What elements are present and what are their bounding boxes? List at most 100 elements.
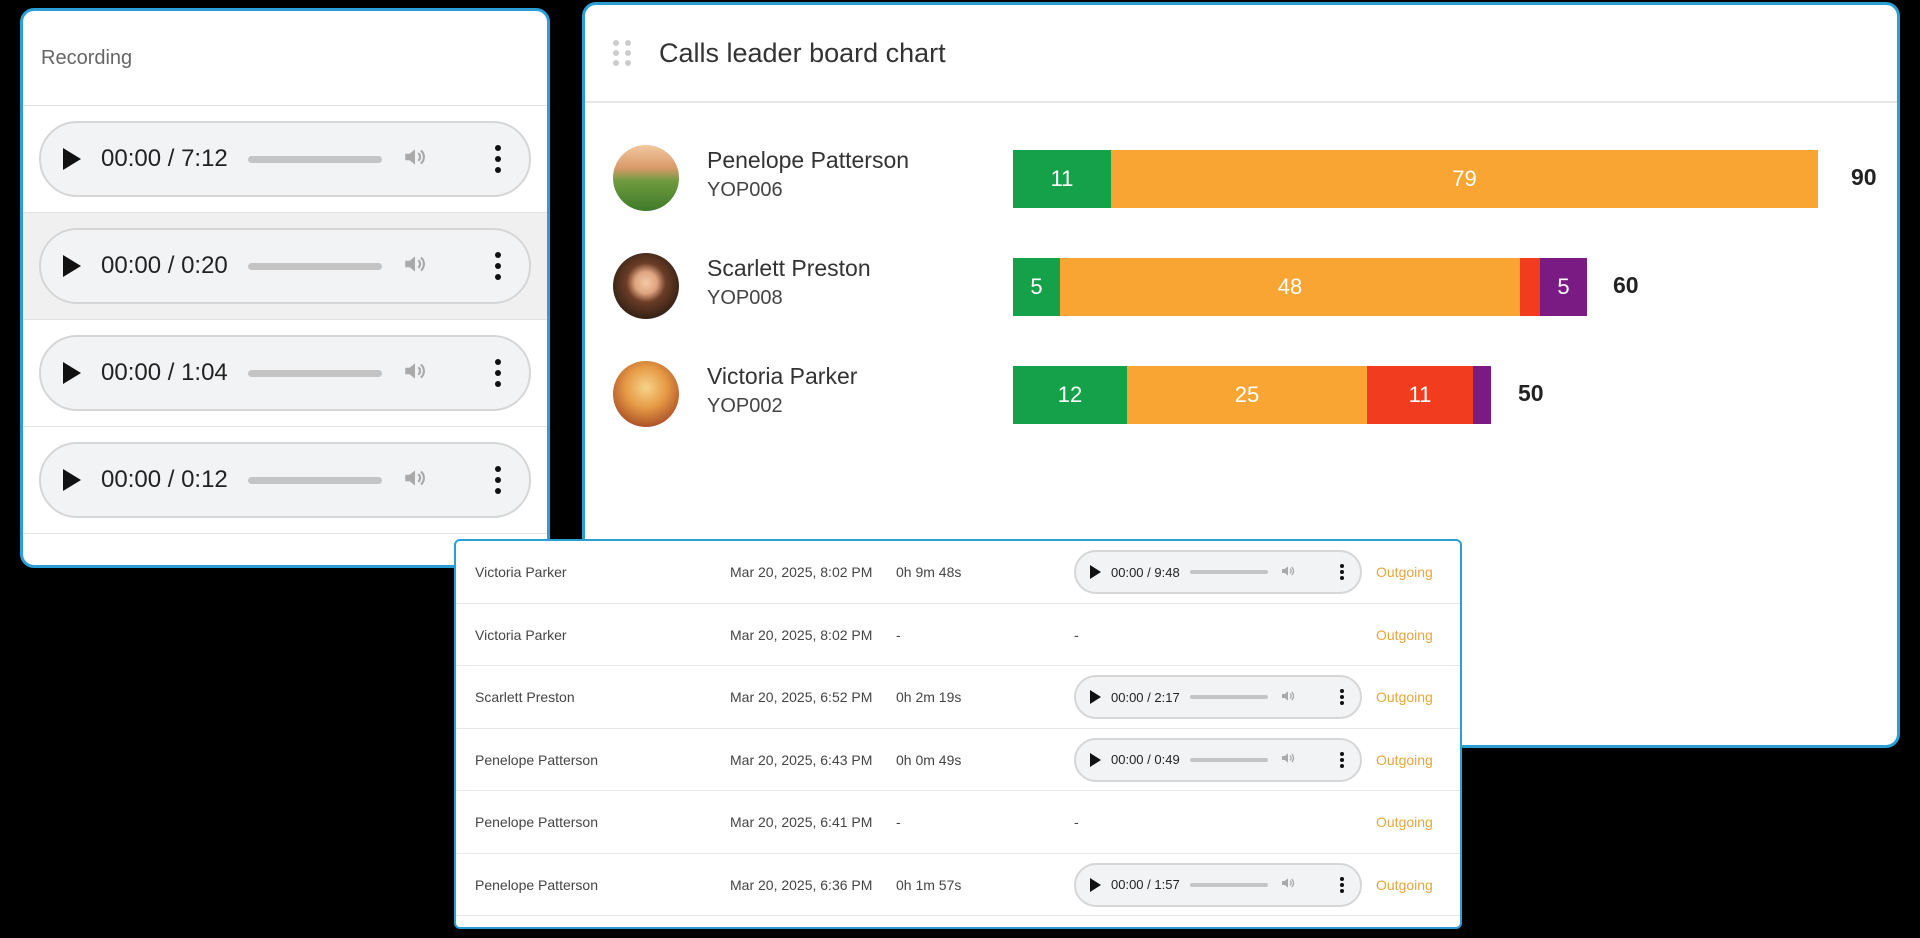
caller-name: Penelope Patterson <box>475 876 598 893</box>
audio-progress-bar[interactable] <box>247 262 382 270</box>
more-vertical-icon[interactable] <box>495 466 501 494</box>
more-vertical-icon[interactable] <box>495 145 501 173</box>
audio-progress-bar[interactable] <box>247 369 382 377</box>
recording-row: 00:00 / 7:12 <box>23 106 547 213</box>
audio-time: 00:00 / 1:57 <box>1111 877 1180 892</box>
bar-total: 60 <box>1613 272 1639 298</box>
audio-time: 00:00 / 0:12 <box>101 466 228 493</box>
call-date: Mar 20, 2025, 6:36 PM <box>730 876 873 893</box>
caller-name: Penelope Patterson <box>475 751 598 768</box>
calls-table: Victoria Parker Mar 20, 2025, 8:02 PM 0h… <box>454 539 1462 929</box>
audio-progress-bar[interactable] <box>1189 695 1268 699</box>
call-duration: 0h 9m 48s <box>896 564 962 580</box>
volume-icon[interactable] <box>402 465 428 496</box>
volume-icon[interactable] <box>402 358 428 389</box>
more-vertical-icon[interactable] <box>1340 689 1344 705</box>
agent-id: YOP006 <box>707 179 783 201</box>
audio-time: 00:00 / 1:04 <box>101 359 228 386</box>
play-icon[interactable] <box>63 362 81 384</box>
audio-progress-bar[interactable] <box>1189 757 1268 762</box>
bar-segment-orange: 48 <box>1060 258 1520 316</box>
audio-player[interactable]: 00:00 / 9:48 <box>1074 550 1362 594</box>
stacked-bar: 11 79 <box>1013 150 1818 208</box>
play-icon[interactable] <box>1090 565 1101 579</box>
audio-player[interactable]: 00:00 / 7:12 <box>39 121 531 197</box>
bar-segment-green: 12 <box>1013 366 1127 424</box>
caller-name: Penelope Patterson <box>475 814 598 830</box>
bar-total: 90 <box>1851 164 1877 190</box>
bar-segment-green: 5 <box>1013 258 1060 316</box>
audio-player[interactable]: 00:00 / 1:57 <box>1074 862 1362 907</box>
play-icon[interactable] <box>63 469 81 491</box>
call-date: Mar 20, 2025, 6:43 PM <box>730 751 873 768</box>
more-vertical-icon[interactable] <box>495 359 501 387</box>
volume-icon[interactable] <box>1280 875 1296 894</box>
call-type: Outgoing <box>1376 564 1433 580</box>
audio-player[interactable]: 00:00 / 2:17 <box>1074 675 1362 719</box>
volume-icon[interactable] <box>1280 563 1296 582</box>
table-row[interactable]: Penelope Patterson Mar 20, 2025, 6:43 PM… <box>456 729 1460 791</box>
bar-segment-orange: 25 <box>1127 366 1367 424</box>
audio-progress-bar[interactable] <box>247 155 382 163</box>
more-vertical-icon[interactable] <box>1340 876 1344 893</box>
audio-progress-bar[interactable] <box>1189 570 1268 574</box>
call-type: Outgoing <box>1376 689 1433 705</box>
call-duration: - <box>896 814 901 830</box>
audio-player[interactable]: 00:00 / 1:04 <box>39 335 531 411</box>
agent-name: Penelope Patterson <box>707 147 910 173</box>
play-icon[interactable] <box>63 148 81 170</box>
audio-player[interactable]: 00:00 / 0:20 <box>39 228 531 304</box>
drag-handle-icon[interactable] <box>613 40 631 66</box>
audio-time: 00:00 / 7:12 <box>101 145 228 172</box>
audio-time: 00:00 / 2:17 <box>1111 689 1180 705</box>
volume-icon[interactable] <box>1280 688 1296 707</box>
recording-row: 00:00 / 1:04 <box>23 320 547 427</box>
call-date: Mar 20, 2025, 8:02 PM <box>730 564 873 580</box>
leaderboard-header: Calls leader board chart <box>585 5 1897 103</box>
audio-time: 00:00 / 0:49 <box>1111 752 1180 767</box>
avatar <box>613 253 679 319</box>
call-type: Outgoing <box>1376 814 1433 830</box>
audio-progress-bar[interactable] <box>1189 882 1268 887</box>
agent-name: Victoria Parker <box>707 363 858 389</box>
recording-row: 00:00 / 0:20 <box>23 213 547 320</box>
more-vertical-icon[interactable] <box>495 252 501 280</box>
volume-icon[interactable] <box>402 144 428 175</box>
audio-time: 00:00 / 9:48 <box>1111 564 1180 580</box>
play-icon[interactable] <box>1090 690 1101 704</box>
play-icon[interactable] <box>1090 752 1101 767</box>
table-row[interactable]: Victoria Parker Mar 20, 2025, 8:02 PM 0h… <box>456 541 1460 604</box>
recording-panel: Recording 00:00 / 7:12 00:00 / 0:20 00:0… <box>20 8 550 568</box>
recording-row: 00:00 / 0:12 <box>23 427 547 534</box>
play-icon[interactable] <box>1090 877 1101 892</box>
agent-name: Scarlett Preston <box>707 255 871 281</box>
audio-player[interactable]: 00:00 / 0:49 <box>1074 737 1362 782</box>
stacked-bar: 5 48 5 <box>1013 258 1587 316</box>
recording-panel-header: Recording <box>23 11 547 106</box>
more-vertical-icon[interactable] <box>1340 751 1344 768</box>
audio-player[interactable]: 00:00 / 0:12 <box>39 442 531 518</box>
call-type: Outgoing <box>1376 876 1433 893</box>
volume-icon[interactable] <box>402 251 428 282</box>
bar-segment-purple: 5 <box>1540 258 1587 316</box>
call-duration: - <box>896 626 901 643</box>
call-type: Outgoing <box>1376 626 1433 643</box>
call-date: Mar 20, 2025, 6:52 PM <box>730 689 873 705</box>
more-vertical-icon[interactable] <box>1340 564 1344 580</box>
bar-segment-purple <box>1473 366 1491 424</box>
play-icon[interactable] <box>63 255 81 277</box>
bar-segment-red <box>1520 258 1540 316</box>
audio-progress-bar[interactable] <box>247 476 382 484</box>
table-row[interactable]: Penelope Patterson Mar 20, 2025, 6:41 PM… <box>456 791 1460 854</box>
audio-time: 00:00 / 0:20 <box>101 252 228 279</box>
bar-segment-red: 11 <box>1367 366 1473 424</box>
table-row[interactable]: Scarlett Preston Mar 20, 2025, 6:52 PM 0… <box>456 666 1460 729</box>
table-row[interactable]: Penelope Patterson Mar 20, 2025, 6:36 PM… <box>456 854 1460 916</box>
call-duration: 0h 2m 19s <box>896 689 962 705</box>
stacked-bar: 12 25 11 <box>1013 366 1491 424</box>
avatar <box>613 361 679 427</box>
volume-icon[interactable] <box>1280 750 1296 769</box>
call-type: Outgoing <box>1376 751 1433 768</box>
call-recording-empty: - <box>1074 626 1079 643</box>
table-row[interactable]: Victoria Parker Mar 20, 2025, 8:02 PM - … <box>456 604 1460 666</box>
